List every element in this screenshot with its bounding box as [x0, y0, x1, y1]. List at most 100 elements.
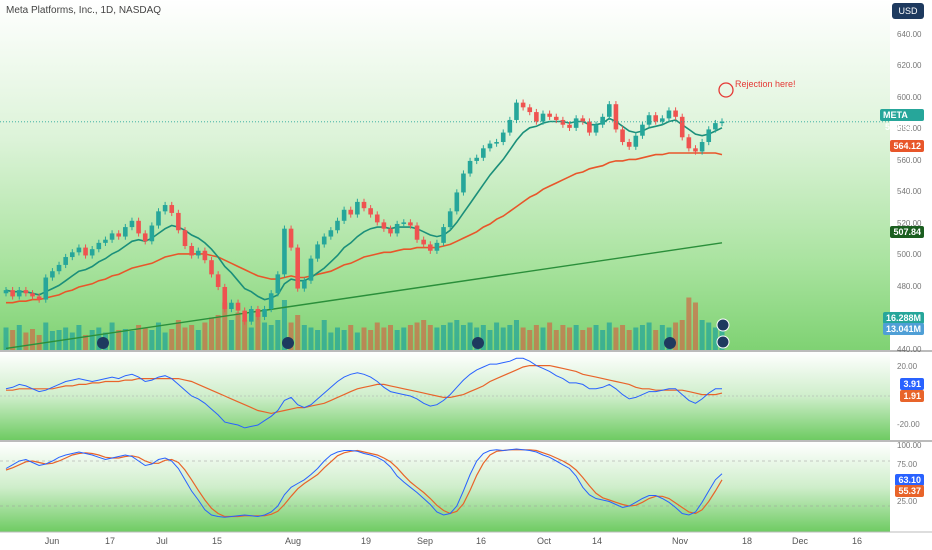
event-icon[interactable]	[97, 337, 109, 349]
candle-body	[500, 132, 506, 143]
candle-body	[156, 211, 161, 226]
macd-axis-tick: 20.00	[897, 362, 918, 371]
stoch-axis-tick: 75.00	[897, 459, 918, 469]
time-axis-tick: Sep	[416, 536, 434, 546]
candle-body	[262, 309, 267, 317]
volume-bar	[195, 330, 201, 350]
volume-bar	[679, 320, 685, 350]
candle-body	[713, 123, 718, 130]
volume-bar	[633, 327, 639, 350]
volume-bar	[421, 320, 427, 350]
candle-body	[646, 115, 652, 125]
event-icon[interactable]	[282, 337, 294, 349]
event-icons[interactable]	[97, 318, 730, 349]
volume-bar	[281, 300, 287, 350]
volume-bar	[209, 317, 215, 350]
volume-bar	[334, 327, 340, 350]
event-icon[interactable]	[664, 337, 676, 349]
volume-bar	[262, 322, 268, 350]
stoch-axis-tick: 100.00	[897, 441, 922, 450]
candle-body	[235, 302, 241, 311]
stoch-pane-bg	[0, 442, 890, 532]
candle-body	[176, 212, 181, 231]
candle-body	[481, 148, 486, 158]
candle-body	[209, 260, 214, 275]
volume-bar	[494, 322, 500, 350]
candle-body	[388, 228, 393, 234]
volume-bar	[361, 327, 367, 350]
candle-body	[149, 225, 155, 242]
volume-bar	[83, 335, 89, 350]
ema-slow-badge: 507.84	[890, 226, 924, 238]
volume-bar	[434, 327, 440, 350]
stoch-lines	[0, 448, 890, 518]
price-axis-tick: 440.00	[897, 345, 922, 354]
time-axis-tick: Jun	[44, 536, 60, 546]
volume-bar	[567, 327, 573, 350]
volume-bar	[63, 327, 69, 350]
candle-body	[36, 296, 42, 300]
earnings-icon[interactable]	[716, 335, 730, 349]
volume-bar	[606, 322, 612, 350]
event-icon[interactable]	[472, 337, 484, 349]
candle-body	[461, 173, 466, 193]
volume-bar	[540, 327, 546, 350]
volume-bar	[36, 335, 42, 350]
volume-bar	[407, 325, 413, 350]
volume-bar	[3, 327, 9, 350]
candle-body	[268, 293, 274, 310]
volume-bar	[49, 331, 55, 350]
candle-body	[374, 214, 380, 223]
candle-body	[355, 201, 360, 215]
candle-body	[116, 233, 122, 237]
volume-bar	[414, 322, 420, 350]
volume-bar	[155, 322, 161, 350]
candle-body	[606, 104, 612, 117]
candle-body	[679, 116, 685, 138]
annotation-circle	[718, 82, 734, 98]
macd-lines	[0, 357, 890, 429]
candle-body	[248, 309, 254, 322]
volume-bar	[593, 325, 599, 350]
volume-bar	[487, 330, 493, 350]
candle-body	[573, 118, 579, 128]
volume-bar	[460, 325, 466, 350]
price-axis-tick: 580.00	[897, 124, 921, 133]
volume-bar	[580, 330, 586, 350]
volume-bar	[600, 330, 606, 350]
time-axis-tick: Oct	[536, 536, 552, 546]
volume-bar	[89, 330, 95, 350]
candle-body	[626, 142, 632, 147]
candle-body	[69, 252, 75, 258]
candle-body	[494, 142, 499, 144]
macd-axis-tick: -20.00	[897, 420, 920, 429]
ema-slow-line	[5, 242, 723, 350]
chart-title: Meta Platforms, Inc., 1D, NASDAQ	[6, 5, 162, 16]
currency-button[interactable]: USD	[892, 3, 924, 19]
volume-bar	[315, 330, 321, 350]
volume-bar	[368, 330, 374, 350]
volume-bar	[328, 332, 334, 350]
volume-bar	[381, 327, 387, 350]
candle-body	[368, 208, 373, 215]
candle-body	[136, 220, 141, 234]
earnings-icon[interactable]	[716, 318, 730, 332]
volume-bar	[686, 297, 692, 350]
candle-body	[507, 119, 513, 133]
volume-bar	[447, 322, 453, 350]
candle-body	[50, 271, 55, 278]
candle-body	[487, 143, 493, 149]
price-axis-tick: 500.00	[897, 250, 922, 260]
volume-bar	[692, 302, 698, 350]
candle-body	[527, 107, 533, 113]
price-axis-tick: 620.00	[897, 61, 922, 71]
candle-body	[328, 230, 334, 237]
candle-body	[335, 220, 340, 231]
price-axis-tick: 600.00	[897, 92, 922, 102]
volume-badge-2: 13.041M	[882, 323, 924, 335]
candle-body	[434, 242, 440, 251]
time-axis-tick: 16	[475, 536, 487, 546]
candle-body	[447, 211, 453, 228]
volume-bar	[295, 315, 301, 350]
